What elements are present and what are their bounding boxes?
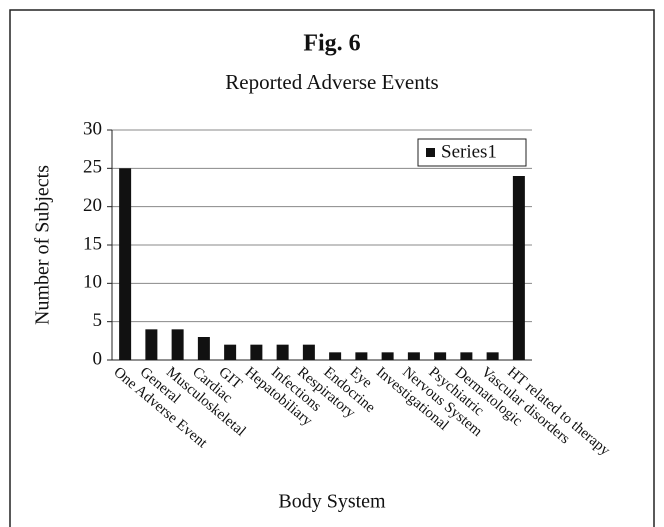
legend-swatch	[426, 148, 435, 157]
chart-title: Fig. 6	[303, 31, 360, 57]
y-axis-label: Number of Subjects	[32, 165, 54, 325]
y-tick-label: 5	[93, 310, 103, 331]
x-axis-label: Body System	[278, 491, 386, 513]
bar	[119, 168, 132, 360]
bar	[197, 337, 210, 360]
bar	[171, 329, 184, 360]
bar	[512, 176, 525, 360]
legend-box	[417, 138, 527, 167]
legend-label: Series1	[441, 141, 497, 162]
bar	[250, 344, 263, 360]
y-tick-label: 0	[93, 348, 103, 369]
y-tick-label: 25	[83, 157, 102, 178]
bar	[355, 352, 368, 360]
bar	[329, 352, 342, 360]
y-tick-label: 30	[83, 118, 102, 139]
bar	[224, 344, 237, 360]
bar	[460, 352, 473, 360]
bar	[276, 344, 289, 360]
frame	[9, 9, 655, 527]
bar	[302, 344, 315, 360]
bar	[434, 352, 447, 360]
bar	[381, 352, 394, 360]
bar	[486, 352, 499, 360]
bar	[145, 329, 158, 360]
chart-subtitle: Reported Adverse Events	[225, 70, 438, 94]
y-tick-label: 15	[83, 233, 102, 254]
bar	[407, 352, 420, 360]
y-tick-label: 10	[83, 272, 102, 293]
y-tick-label: 20	[83, 195, 102, 216]
